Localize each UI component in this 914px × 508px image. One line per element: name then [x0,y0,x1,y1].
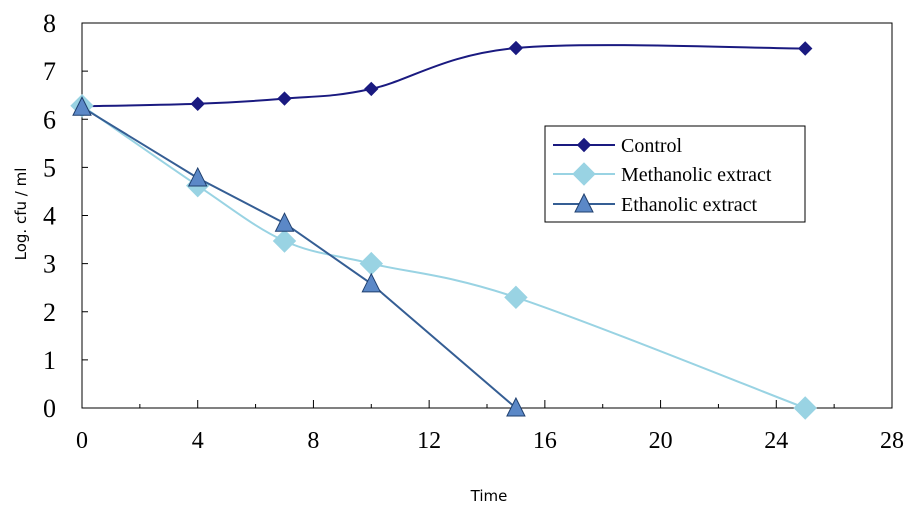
x-tick-label: 0 [76,428,88,454]
y-tick-label: 5 [43,153,56,182]
y-tick-label: 8 [43,9,56,38]
x-tick-label: 8 [307,428,319,454]
data-point [506,396,526,417]
legend-label: Methanolic extract [621,164,772,186]
x-tick-label: 20 [649,428,673,454]
x-tick-label: 12 [417,428,441,454]
x-tick-label: 4 [192,428,204,454]
legend-item-ethanolic-extract: Ethanolic extract [553,192,757,216]
y-tick-label: 1 [43,346,56,375]
data-point [274,212,295,232]
y-tick-labels: 0 1 2 3 4 5 6 7 8 [43,9,56,423]
data-point [793,396,817,420]
legend-marker [572,162,596,186]
legend-label: Control [621,135,683,157]
data-point [187,166,208,187]
data-point [364,81,379,97]
series-control [74,40,813,114]
data-point [508,40,524,56]
y-tick-label: 7 [43,57,56,86]
plot-area [70,40,817,420]
legend-marker [574,192,594,213]
x-tick-labels: 0 4 8 12 16 20 24 28 [76,428,904,454]
x-tick-label: 28 [880,428,904,454]
legend-marker [576,137,592,153]
legend-item-control: Control [553,135,683,157]
legend-item-methanolic-extract: Methanolic extract [553,162,772,186]
y-tick-label: 6 [43,105,56,134]
data-point [504,285,528,310]
y-tick-label: 3 [43,250,56,279]
data-point [72,96,92,116]
series-line [81,106,517,409]
y-axis-title: Log. cfu / ml [12,168,30,261]
legend-label: Ethanolic extract [621,194,757,216]
data-point [277,91,292,106]
data-point [190,96,205,112]
data-point [361,272,382,293]
series-line [81,44,806,108]
y-tick-label: 4 [43,202,56,231]
series-ethanolic-extract [72,96,526,417]
x-tick-label: 24 [764,428,788,454]
axes [81,22,893,409]
x-axis-title: Time [470,487,508,505]
y-tick-label: 2 [43,298,56,327]
x-tick-label: 16 [533,428,557,454]
data-point [798,41,813,56]
data-point [272,229,297,253]
y-tick-label: 0 [43,394,56,423]
data-point [359,251,383,276]
legend: Control Methanolic extract Ethanolic extra… [544,125,806,223]
